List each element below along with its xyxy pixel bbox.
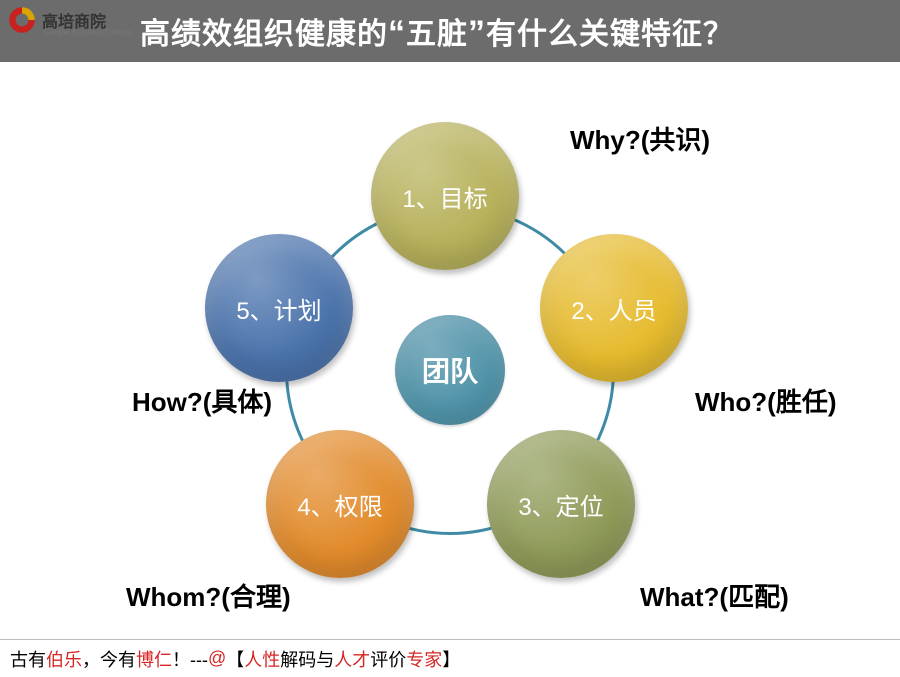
node-5: 5、计划 xyxy=(205,234,353,382)
quote-close: ” xyxy=(468,14,486,52)
node-label-2: 2、人员 xyxy=(571,291,656,326)
ft-boren: 博仁 xyxy=(136,646,172,672)
quote-open: “ xyxy=(388,14,406,52)
node-3: 3、定位 xyxy=(487,430,635,578)
annotation-text-3: Whom?(合理) xyxy=(126,582,291,612)
ft-at: @ xyxy=(208,648,226,669)
annotation-0: Why?(共识) xyxy=(570,120,710,157)
ft-bole: 伯乐 xyxy=(46,646,82,672)
ft-3: ！--- xyxy=(172,646,208,672)
diagram-stage: 团队 1、目标 2、人员 3、定位 4、权限 5、计划 Why?(共识) Who?(胜任)… xyxy=(0,62,900,637)
ft-4: 【 xyxy=(226,646,244,672)
logo-subtext: Gaopei BusinessCollege xyxy=(44,28,132,37)
brand-logo: 高培商院 Gaopei BusinessCollege xyxy=(6,4,106,36)
ft-zhuanjia: 专家 xyxy=(406,646,442,672)
ft-1: 古有 xyxy=(10,646,46,672)
ft-renxing: 人性 xyxy=(244,646,280,672)
annotation-text-4: How?(具体) xyxy=(132,387,272,417)
node-label-4: 4、权限 xyxy=(297,487,382,522)
logo-icon xyxy=(6,4,38,36)
center-node: 团队 xyxy=(395,315,505,425)
ft-5: 解码与 xyxy=(280,646,334,672)
annotation-4: How?(具体) xyxy=(132,382,272,419)
ft-6: 评价 xyxy=(370,646,406,672)
center-label: 团队 xyxy=(422,350,478,390)
node-4: 4、权限 xyxy=(266,430,414,578)
ft-2: ，今有 xyxy=(82,646,136,672)
title-post: 有什么关键特征？ xyxy=(486,18,734,51)
title-pre: 高绩效组织健康的 xyxy=(140,18,388,51)
footer-bar: 古有 伯乐 ，今有 博仁 ！--- @ 【 人性 解码与 人才 评价 专家 】 xyxy=(0,639,900,677)
ft-7: 】 xyxy=(442,646,460,672)
node-label-1: 1、目标 xyxy=(402,179,487,214)
node-label-5: 5、计划 xyxy=(236,291,321,326)
page-title: 高绩效组织健康的“五脏”有什么关键特征？ xyxy=(140,9,734,53)
annotation-1: Who?(胜任) xyxy=(695,382,837,419)
node-1: 1、目标 xyxy=(371,122,519,270)
annotation-3: Whom?(合理) xyxy=(126,577,291,614)
node-label-3: 3、定位 xyxy=(518,487,603,522)
annotation-text-2: What?(匹配) xyxy=(640,582,789,612)
annotation-2: What?(匹配) xyxy=(640,577,789,614)
ft-rencai: 人才 xyxy=(334,646,370,672)
header-bar: 高绩效组织健康的“五脏”有什么关键特征？ xyxy=(0,0,900,62)
annotation-text-0: Why?(共识) xyxy=(570,125,710,155)
title-mid: 五脏 xyxy=(406,18,468,51)
annotation-text-1: Who?(胜任) xyxy=(695,387,837,417)
node-2: 2、人员 xyxy=(540,234,688,382)
